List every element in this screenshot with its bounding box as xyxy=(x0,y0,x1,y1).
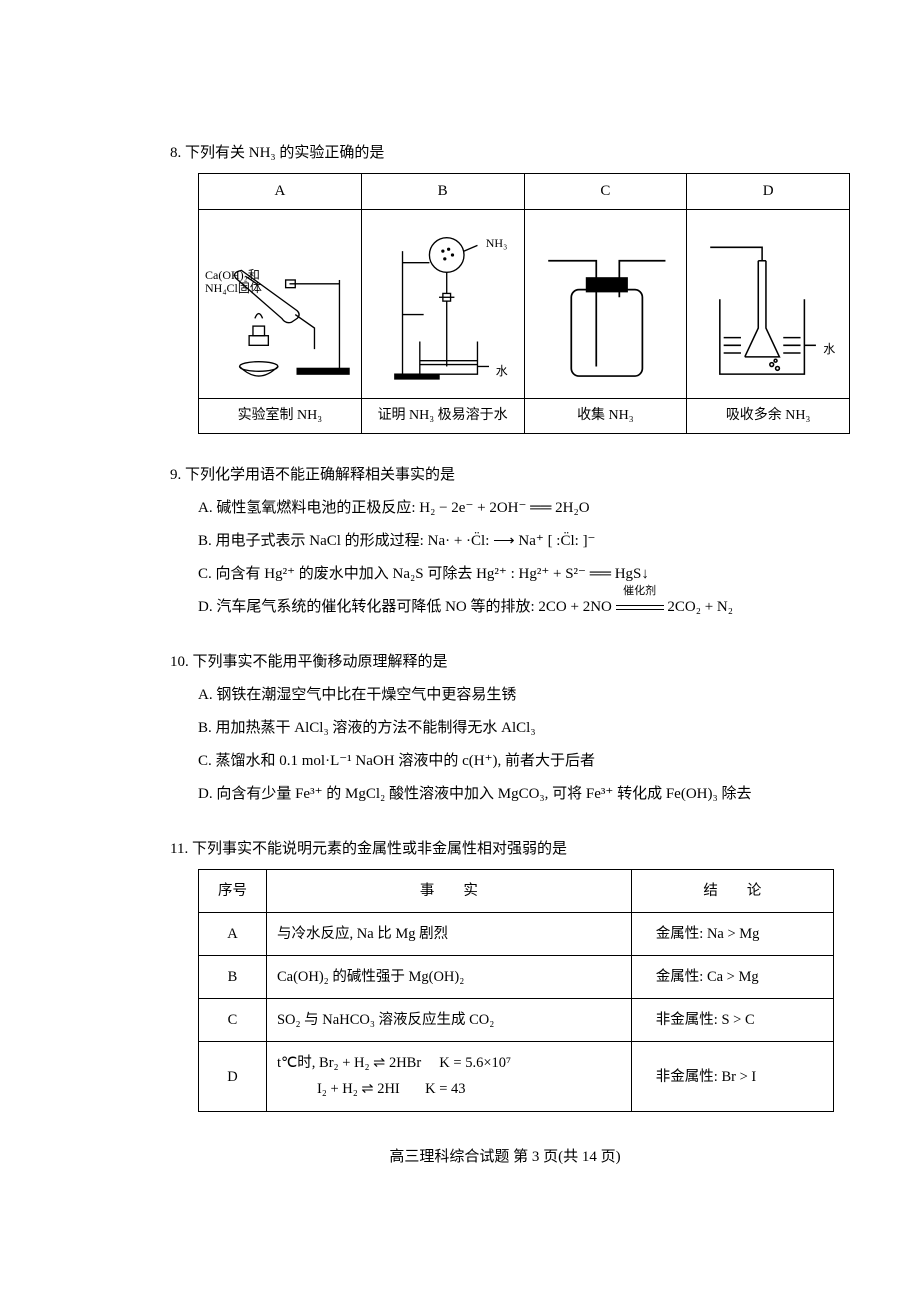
q9-text: 下列化学用语不能正确解释相关事实的是 xyxy=(185,467,455,483)
q11-table: 序号 事 实 结 论 A 与冷水反应, Na 比 Mg 剧烈 金属性: Na >… xyxy=(198,869,834,1112)
q8-hdr-d: D xyxy=(687,174,850,210)
q8-diagram-d-cell: 水 xyxy=(687,210,850,399)
q11-a-fact: 与冷水反应, Na 比 Mg 剧烈 xyxy=(266,913,631,956)
q11-row-d: D t℃时, Br₂ + H₂ ⇌ 2HBr K = 5.6×10⁷ I₂ + … xyxy=(199,1042,834,1111)
q11-number: 11. xyxy=(170,841,188,857)
q11-row-a: A 与冷水反应, Na 比 Mg 剧烈 金属性: Na > Mg xyxy=(199,913,834,956)
q11-d-l1r: K = 5.6×10⁷ xyxy=(439,1055,511,1071)
q8-a-reagent-l2: NH₄Cl固体 xyxy=(205,281,262,295)
q9-opt-a-text: 碱性氢氧燃料电池的正极反应: H₂ − 2e⁻ + 2OH⁻ ══ 2H₂O xyxy=(216,500,589,516)
q11-d-conc: 非金属性: Br > I xyxy=(631,1042,833,1111)
q8-diagram-c-cell xyxy=(524,210,687,399)
q11-b-fact: Ca(OH)₂ 的碱性强于 Mg(OH)₂ xyxy=(266,956,631,999)
q8-diagram-b-cell: NH₃ 水 xyxy=(361,210,524,399)
q8-diagram-d: 水 xyxy=(691,219,845,389)
q11-th-fact: 事 实 xyxy=(266,870,631,913)
q9-opt-d-prefix: 汽车尾气系统的催化转化器可降低 NO 等的排放: 2CO + 2NO xyxy=(216,599,615,615)
q9-opt-c: C. 向含有 Hg²⁺ 的废水中加入 Na₂S 可除去 Hg²⁺ : Hg²⁺ … xyxy=(198,561,840,588)
q11-th-idx: 序号 xyxy=(199,870,267,913)
q11-c-conc: 非金属性: S > C xyxy=(631,999,833,1042)
q8-hdr-b: B xyxy=(361,174,524,210)
q11-stem: 11. 下列事实不能说明元素的金属性或非金属性相对强弱的是 xyxy=(170,836,840,863)
q10-opt-a-text: 钢铁在潮湿空气中比在干燥空气中更容易生锈 xyxy=(216,687,516,703)
q10-opt-d-text: 向含有少量 Fe³⁺ 的 MgCl₂ 酸性溶液中加入 MgCO₃, 可将 Fe³… xyxy=(216,786,751,802)
question-11: 11. 下列事实不能说明元素的金属性或非金属性相对强弱的是 序号 事 实 结 论… xyxy=(170,836,840,1112)
page-footer: 高三理科综合试题 第 3 页(共 14 页) xyxy=(170,1144,840,1171)
q9-opt-b-rhs: Na⁺ [ :C̈l: ]⁻ xyxy=(518,533,595,549)
question-9: 9. 下列化学用语不能正确解释相关事实的是 A. 碱性氢氧燃料电池的正极反应: … xyxy=(170,462,840,621)
q10-stem: 10. 下列事实不能用平衡移动原理解释的是 xyxy=(170,649,840,676)
q8-diagram-b: NH₃ 水 xyxy=(366,219,520,389)
q11-a-conc: 金属性: Na > Mg xyxy=(631,913,833,956)
q9-opt-d: D. 汽车尾气系统的催化转化器可降低 NO 等的排放: 2CO + 2NO 催化… xyxy=(198,594,840,621)
q8-diagram-c xyxy=(529,219,683,389)
q11-row-c: C SO₂ 与 NaHCO₃ 溶液反应生成 CO₂ 非金属性: S > C xyxy=(199,999,834,1042)
q11-b-conc: 金属性: Ca > Mg xyxy=(631,956,833,999)
q9-options: A. 碱性氢氧燃料电池的正极反应: H₂ − 2e⁻ + 2OH⁻ ══ 2H₂… xyxy=(170,495,840,621)
q8-diagram-a-cell: Ca(OH)₂和 NH₄Cl固体 xyxy=(199,210,362,399)
q8-a-reagent-label: Ca(OH)₂和 NH₄Cl固体 xyxy=(205,269,262,295)
q11-th-conc: 结 论 xyxy=(631,870,833,913)
q8-cap-d: 吸收多余 NH₃ xyxy=(687,399,850,434)
q8-a-reagent-l1: Ca(OH)₂和 xyxy=(205,268,260,282)
q9-opt-b-arrow: ⟶ xyxy=(489,533,518,549)
q9-opt-d-suffix: 2CO₂ + N₂ xyxy=(664,599,733,615)
q9-number: 9. xyxy=(170,467,181,483)
apparatus-c-icon xyxy=(529,219,683,389)
q8-b-water-label: 水 xyxy=(496,361,508,383)
apparatus-a-icon xyxy=(203,219,357,389)
q11-row-b: B Ca(OH)₂ 的碱性强于 Mg(OH)₂ 金属性: Ca > Mg xyxy=(199,956,834,999)
q9-opt-b-lhs: Na· + ·C̈l: xyxy=(428,533,490,549)
q8-hdr-c: C xyxy=(524,174,687,210)
q8-d-water-label: 水 xyxy=(823,339,835,361)
q8-table: A B C D xyxy=(198,173,850,434)
q8-number: 8. xyxy=(170,145,181,161)
q11-c-fact: SO₂ 与 NaHCO₃ 溶液反应生成 CO₂ xyxy=(266,999,631,1042)
q9-opt-b: B. 用电子式表示 NaCl 的形成过程: Na· + ·C̈l: ⟶ Na⁺ … xyxy=(198,528,840,555)
q8-cap-b: 证明 NH₃ 极易溶于水 xyxy=(361,399,524,434)
q10-opt-b-text: 用加热蒸干 AlCl₃ 溶液的方法不能制得无水 AlCl₃ xyxy=(216,720,536,736)
q10-opt-c-text: 蒸馏水和 0.1 mol·L⁻¹ NaOH 溶液中的 c(H⁺), 前者大于后者 xyxy=(216,753,595,769)
q10-text: 下列事实不能用平衡移动原理解释的是 xyxy=(193,654,448,670)
q11-d-line1: t℃时, Br₂ + H₂ ⇌ 2HBr K = 5.6×10⁷ xyxy=(277,1052,621,1075)
q10-opt-a: A. 钢铁在潮湿空气中比在干燥空气中更容易生锈 xyxy=(198,682,840,709)
q11-b-idx: B xyxy=(199,956,267,999)
q9-stem: 9. 下列化学用语不能正确解释相关事实的是 xyxy=(170,462,840,489)
question-8: 8. 下列有关 NH₃ 的实验正确的是 A B C D xyxy=(170,140,840,434)
q10-opt-c: C. 蒸馏水和 0.1 mol·L⁻¹ NaOH 溶液中的 c(H⁺), 前者大… xyxy=(198,748,840,775)
q11-d-l2r: K = 43 xyxy=(425,1081,465,1097)
q9-opt-c-text: 向含有 Hg²⁺ 的废水中加入 Na₂S 可除去 Hg²⁺ : Hg²⁺ + S… xyxy=(216,566,649,582)
catalyst-arrow: 催化剂 xyxy=(616,594,664,621)
q11-a-idx: A xyxy=(199,913,267,956)
double-line-icon xyxy=(616,605,664,610)
q11-d-idx: D xyxy=(199,1042,267,1111)
q10-opt-b: B. 用加热蒸干 AlCl₃ 溶液的方法不能制得无水 AlCl₃ xyxy=(198,715,840,742)
q11-d-l2l: I₂ + H₂ ⇌ 2HI xyxy=(317,1081,400,1097)
q8-diagram-a: Ca(OH)₂和 NH₄Cl固体 xyxy=(203,219,357,389)
q8-text: 下列有关 NH₃ 的实验正确的是 xyxy=(185,145,384,161)
q11-d-fact: t℃时, Br₂ + H₂ ⇌ 2HBr K = 5.6×10⁷ I₂ + H₂… xyxy=(266,1042,631,1111)
q9-opt-b-prefix: 用电子式表示 NaCl 的形成过程: xyxy=(216,533,428,549)
q11-d-l1l: t℃时, Br₂ + H₂ ⇌ 2HBr xyxy=(277,1055,421,1071)
q8-hdr-a: A xyxy=(199,174,362,210)
q9-opt-a: A. 碱性氢氧燃料电池的正极反应: H₂ − 2e⁻ + 2OH⁻ ══ 2H₂… xyxy=(198,495,840,522)
q11-c-idx: C xyxy=(199,999,267,1042)
question-10: 10. 下列事实不能用平衡移动原理解释的是 A. 钢铁在潮湿空气中比在干燥空气中… xyxy=(170,649,840,808)
apparatus-d-icon xyxy=(691,219,845,389)
q8-cap-a: 实验室制 NH₃ xyxy=(199,399,362,434)
q8-cap-c: 收集 NH₃ xyxy=(524,399,687,434)
q9-opt-d-catalyst: 催化剂 xyxy=(616,582,664,602)
q8-stem: 8. 下列有关 NH₃ 的实验正确的是 xyxy=(170,140,840,167)
q10-opt-d: D. 向含有少量 Fe³⁺ 的 MgCl₂ 酸性溶液中加入 MgCO₃, 可将 … xyxy=(198,781,840,808)
q11-d-line2: I₂ + H₂ ⇌ 2HI K = 43 xyxy=(277,1078,621,1101)
q11-text: 下列事实不能说明元素的金属性或非金属性相对强弱的是 xyxy=(192,841,567,857)
q10-options: A. 钢铁在潮湿空气中比在干燥空气中更容易生锈 B. 用加热蒸干 AlCl₃ 溶… xyxy=(170,682,840,808)
q8-b-nh3-label: NH₃ xyxy=(486,233,508,255)
q10-number: 10. xyxy=(170,654,189,670)
